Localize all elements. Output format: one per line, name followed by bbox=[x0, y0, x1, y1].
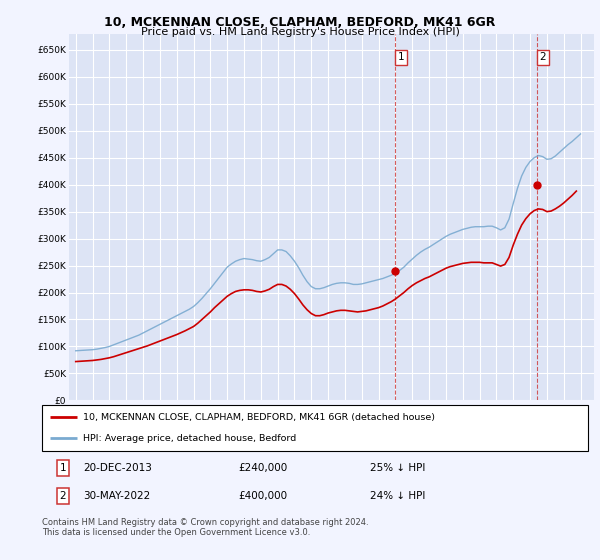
Text: Price paid vs. HM Land Registry's House Price Index (HPI): Price paid vs. HM Land Registry's House … bbox=[140, 27, 460, 37]
Text: 10, MCKENNAN CLOSE, CLAPHAM, BEDFORD, MK41 6GR: 10, MCKENNAN CLOSE, CLAPHAM, BEDFORD, MK… bbox=[104, 16, 496, 29]
Text: 2: 2 bbox=[539, 53, 546, 63]
Text: 2: 2 bbox=[59, 491, 66, 501]
Text: 25% ↓ HPI: 25% ↓ HPI bbox=[370, 463, 425, 473]
Text: Contains HM Land Registry data © Crown copyright and database right 2024.
This d: Contains HM Land Registry data © Crown c… bbox=[42, 518, 368, 538]
Text: 10, MCKENNAN CLOSE, CLAPHAM, BEDFORD, MK41 6GR (detached house): 10, MCKENNAN CLOSE, CLAPHAM, BEDFORD, MK… bbox=[83, 413, 435, 422]
Text: 20-DEC-2013: 20-DEC-2013 bbox=[83, 463, 152, 473]
Text: 1: 1 bbox=[397, 53, 404, 63]
Text: 1: 1 bbox=[59, 463, 66, 473]
Text: 24% ↓ HPI: 24% ↓ HPI bbox=[370, 491, 425, 501]
Text: HPI: Average price, detached house, Bedford: HPI: Average price, detached house, Bedf… bbox=[83, 434, 296, 443]
Text: £240,000: £240,000 bbox=[239, 463, 288, 473]
FancyBboxPatch shape bbox=[42, 405, 588, 451]
Text: 30-MAY-2022: 30-MAY-2022 bbox=[83, 491, 150, 501]
Text: £400,000: £400,000 bbox=[239, 491, 287, 501]
